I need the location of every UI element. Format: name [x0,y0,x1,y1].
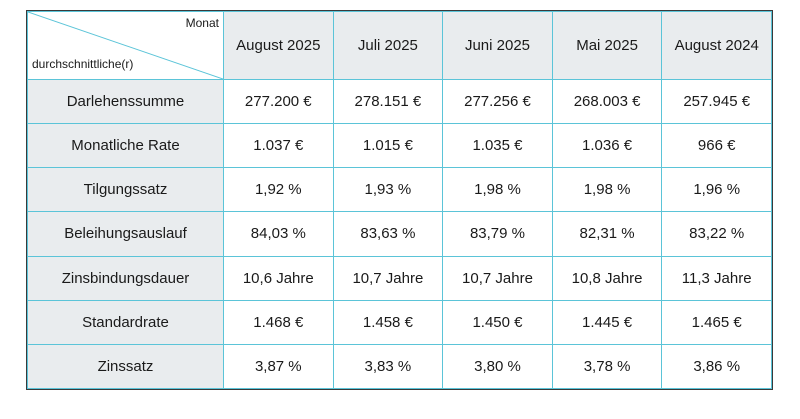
table-cell: 83,63 % [332,211,444,257]
table-cell: 3,86 % [661,343,772,390]
table-cell: 82,31 % [551,211,663,257]
table-row: Monatliche Rate 1.037 € 1.015 € 1.035 € … [27,123,772,169]
table-cell: 1.468 € [223,299,334,345]
column-header: August 2024 [661,11,772,80]
loan-statistics-table: Monat durchschnittliche(r) August 2025 J… [27,11,772,390]
corner-header-cell: Monat durchschnittliche(r) [27,11,224,80]
row-label: Standardrate [27,299,224,345]
row-label: Darlehenssumme [27,78,224,125]
table-cell: 257.945 € [661,78,772,125]
table-cell: 11,3 Jahre [661,255,772,301]
table-cell: 1,92 % [223,167,334,213]
table-cell: 10,6 Jahre [223,255,334,301]
table-cell: 277.256 € [442,78,553,125]
table-cell: 10,8 Jahre [551,255,663,301]
table-cell: 1,98 % [442,167,553,213]
table-cell: 1.035 € [442,123,553,169]
table-cell: 83,79 % [442,211,553,257]
table-cell: 3,80 % [442,343,553,390]
table-cell: 1,96 % [661,167,772,213]
table-cell: 1.445 € [551,299,663,345]
table-cell: 1.458 € [332,299,444,345]
header-row: Monat durchschnittliche(r) August 2025 J… [27,11,772,80]
table-cell: 1.036 € [551,123,663,169]
table-row: Standardrate 1.468 € 1.458 € 1.450 € 1.4… [27,299,772,345]
corner-label-month: Monat [185,16,219,30]
table-cell: 1.450 € [442,299,553,345]
table-cell: 3,78 % [551,343,663,390]
column-header: Juni 2025 [442,11,553,80]
table-cell: 278.151 € [332,78,444,125]
table-cell: 268.003 € [551,78,663,125]
table-cell: 10,7 Jahre [332,255,444,301]
table-cell: 1.015 € [332,123,444,169]
table-cell: 10,7 Jahre [442,255,553,301]
table-row: Darlehenssumme 277.200 € 278.151 € 277.2… [27,78,772,125]
table-cell: 1,93 % [332,167,444,213]
corner-label-average: durchschnittliche(r) [32,57,134,71]
row-label: Beleihungsauslauf [27,211,224,257]
data-table-container: Monat durchschnittliche(r) August 2025 J… [26,10,773,390]
table-cell: 1,98 % [551,167,663,213]
table-cell: 84,03 % [223,211,334,257]
table-cell: 83,22 % [661,211,772,257]
table-cell: 1.037 € [223,123,334,169]
row-label: Zinsbindungsdauer [27,255,224,301]
table-row: Zinsbindungsdauer 10,6 Jahre 10,7 Jahre … [27,255,772,301]
table-cell: 3,87 % [223,343,334,390]
row-label: Zinssatz [27,343,224,390]
column-header: Juli 2025 [332,11,444,80]
diagonal-divider [28,12,223,79]
table-cell: 277.200 € [223,78,334,125]
table-row: Beleihungsauslauf 84,03 % 83,63 % 83,79 … [27,211,772,257]
table-cell: 3,83 % [332,343,444,390]
column-header: August 2025 [223,11,334,80]
row-label: Monatliche Rate [27,123,224,169]
row-label: Tilgungssatz [27,167,224,213]
table-row: Tilgungssatz 1,92 % 1,93 % 1,98 % 1,98 %… [27,167,772,213]
table-cell: 966 € [661,123,772,169]
table-cell: 1.465 € [661,299,772,345]
column-header: Mai 2025 [551,11,663,80]
table-row: Zinssatz 3,87 % 3,83 % 3,80 % 3,78 % 3,8… [27,343,772,390]
